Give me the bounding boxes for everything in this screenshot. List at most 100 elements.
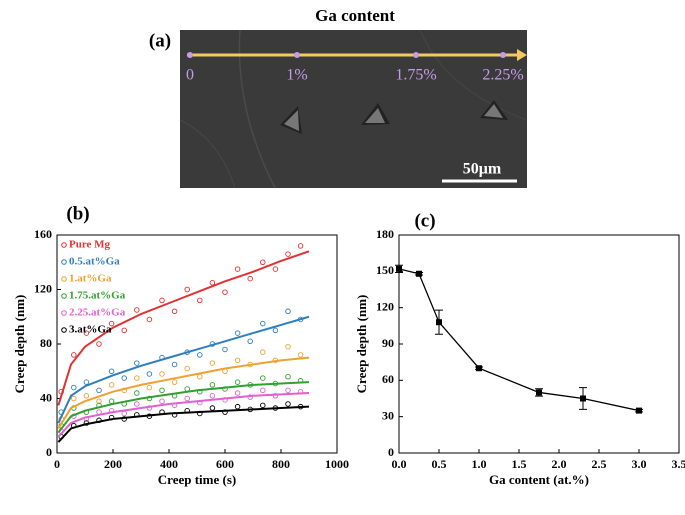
legend-label: 3.at%Ga — [69, 324, 112, 336]
data-point — [172, 380, 177, 385]
ga-marker — [413, 52, 419, 58]
ga-mark-label: 1% — [286, 67, 307, 84]
data-point — [416, 271, 422, 277]
figure: Ga content (a) 50μm 01%1.75%2.25%(b)0200… — [0, 0, 685, 515]
data-point — [160, 388, 165, 393]
plot-frame — [399, 235, 679, 453]
y-tick-label: 160 — [34, 227, 52, 241]
data-point — [273, 328, 278, 333]
y-tick-label: 150 — [376, 263, 394, 277]
ga-mark-label: 1.75% — [395, 67, 436, 84]
legend-marker — [62, 243, 67, 248]
data-point — [147, 317, 152, 322]
data-point — [235, 331, 240, 336]
data-point — [261, 403, 266, 408]
data-point — [72, 353, 77, 358]
data-point — [436, 319, 442, 325]
y-tick-label: 120 — [376, 299, 394, 313]
y-tick-label: 60 — [382, 372, 394, 386]
x-axis-label: Ga content (at.%) — [489, 472, 589, 487]
data-point — [122, 328, 127, 333]
data-line — [399, 269, 639, 411]
legend-marker — [62, 260, 67, 265]
data-point — [235, 358, 240, 363]
fit-line — [58, 407, 309, 442]
panel-a-title: Ga content — [315, 6, 395, 25]
data-point — [172, 309, 177, 314]
data-point — [135, 402, 140, 407]
data-point — [109, 369, 114, 374]
data-point — [235, 380, 240, 385]
data-point — [580, 396, 586, 402]
x-tick-label: 2.5 — [592, 457, 607, 471]
data-point — [261, 350, 266, 355]
data-point — [122, 411, 127, 416]
ga-marker — [187, 52, 193, 58]
data-point — [135, 361, 140, 366]
y-tick-label: 0 — [46, 445, 52, 459]
plot-frame — [57, 235, 337, 453]
ga-mark-label: 0 — [186, 67, 194, 84]
data-point — [223, 347, 228, 352]
panel-label: (c) — [414, 210, 435, 231]
y-axis-label: Creep depth (nm) — [12, 295, 27, 394]
data-point — [298, 244, 303, 249]
data-point — [97, 342, 102, 347]
y-tick-label: 120 — [34, 281, 52, 295]
page: {"panel_a": {"title": "Ga content", "lab… — [0, 0, 685, 515]
x-tick-label: 1.5 — [512, 457, 527, 471]
x-tick-label: 0.5 — [432, 457, 447, 471]
legend-marker — [62, 328, 67, 333]
data-point — [536, 389, 542, 395]
x-tick-label: 800 — [272, 457, 290, 471]
data-point — [235, 267, 240, 272]
data-point — [273, 267, 278, 272]
data-point — [97, 388, 102, 393]
x-tick-label: 600 — [216, 457, 234, 471]
y-tick-label: 90 — [382, 336, 394, 350]
data-point — [198, 298, 203, 303]
data-point — [160, 372, 165, 377]
data-point — [135, 308, 140, 313]
y-tick-label: 80 — [40, 336, 52, 350]
x-tick-label: 200 — [104, 457, 122, 471]
scale-bar-label: 50μm — [463, 161, 502, 178]
data-point — [122, 376, 127, 381]
data-point — [286, 374, 291, 379]
data-point — [109, 399, 114, 404]
y-tick-label: 30 — [382, 408, 394, 422]
data-point — [261, 388, 266, 393]
data-point — [235, 391, 240, 396]
panel-label: (a) — [149, 30, 171, 51]
data-point — [147, 372, 152, 377]
x-tick-label: 400 — [160, 457, 178, 471]
fit-line — [58, 393, 309, 437]
data-point — [286, 309, 291, 314]
data-point — [298, 353, 303, 358]
data-point — [72, 396, 77, 401]
data-point — [636, 408, 642, 414]
x-tick-label: 3.5 — [672, 457, 685, 471]
legend-label: 1.at%Ga — [69, 273, 112, 285]
data-point — [210, 361, 215, 366]
x-tick-label: 3.0 — [632, 457, 647, 471]
data-point — [210, 383, 215, 388]
data-point — [286, 344, 291, 349]
y-tick-label: 40 — [40, 390, 52, 404]
data-point — [147, 385, 152, 390]
data-point — [160, 399, 165, 404]
legend-label: 1.75.at%Ga — [69, 290, 126, 302]
legend-label: 0.5.at%Ga — [69, 256, 120, 268]
data-point — [396, 266, 402, 272]
panel-label: (b) — [66, 203, 89, 224]
data-point — [210, 406, 215, 411]
x-axis-label: Creep time (s) — [158, 472, 236, 487]
data-point — [135, 391, 140, 396]
data-point — [185, 287, 190, 292]
legend-marker — [62, 294, 67, 299]
data-point — [185, 396, 190, 401]
legend-label: Pure Mg — [69, 239, 111, 251]
data-point — [72, 385, 77, 390]
x-tick-label: 1000 — [325, 457, 349, 471]
legend-marker — [62, 311, 67, 316]
